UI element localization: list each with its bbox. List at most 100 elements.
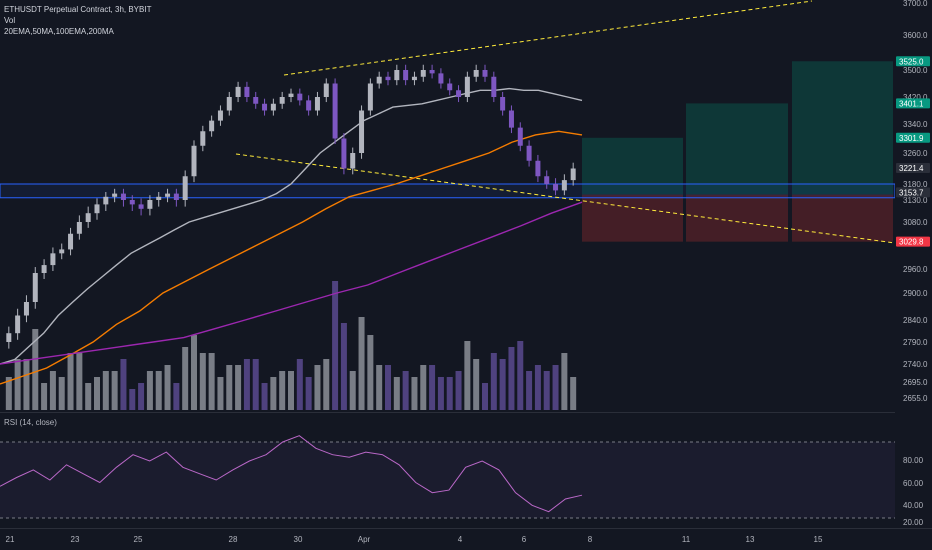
volume-legend[interactable]: Vol: [4, 16, 16, 25]
candle-body: [32, 273, 38, 302]
volume-bar: [490, 353, 497, 410]
volume-bar: [305, 377, 312, 410]
stop-loss-zone: [686, 194, 788, 242]
volume-bar: [49, 371, 56, 410]
time-tick-label: 28: [229, 535, 238, 544]
time-tick-label: 13: [746, 535, 755, 544]
volume-bar: [252, 359, 259, 410]
price-badge-label: 3221.4: [899, 164, 924, 173]
stop-loss-zone: [792, 194, 893, 242]
trend-lines[interactable]: [235, 0, 896, 244]
candle-body: [332, 83, 338, 139]
candle-body: [561, 180, 567, 191]
price-tick-label: 2960.0: [903, 265, 928, 274]
volume-bar: [482, 383, 488, 410]
price-axis[interactable]: 3700.0 3600.0 3500.0 3420.0 3340.0 3260.0 3180…: [895, 0, 932, 528]
volume-bar: [208, 353, 215, 410]
price-tick-label: 2840.0: [903, 316, 928, 325]
time-tick-label: 23: [71, 535, 80, 544]
lower-channel-line: [235, 153, 896, 244]
volume-bar: [570, 377, 577, 410]
volume-bar: [102, 371, 109, 410]
time-axis[interactable]: 21 23 25 28 30 Apr 4 6 8 11 13 15: [6, 535, 823, 544]
volume-bar: [85, 383, 92, 410]
volume-bar: [429, 365, 436, 410]
volume-bar: [235, 365, 242, 410]
take-profit-zone: [792, 61, 893, 195]
volume-bar: [41, 383, 48, 410]
ma-legend[interactable]: 20EMA,50MA,100EMA,200MA: [4, 27, 114, 36]
candle-body: [138, 204, 144, 209]
long-position-tool[interactable]: [582, 61, 893, 242]
candle-body: [420, 70, 426, 77]
volume-bar: [543, 371, 550, 410]
volume-bar: [243, 359, 250, 410]
volume-bar: [120, 359, 127, 410]
volume-bar: [129, 389, 136, 410]
candle-body: [526, 145, 532, 161]
candle-body: [156, 196, 162, 200]
volume-bar: [340, 323, 347, 410]
volume-bar: [67, 353, 74, 410]
time-tick-label: Apr: [358, 535, 371, 544]
volume-bar: [314, 365, 321, 410]
ema100-line: [0, 201, 583, 365]
symbol-title[interactable]: ETHUSDT Perpetual Contract, 3h, BYBIT: [4, 5, 152, 14]
candle-body: [447, 83, 453, 91]
candle-body: [482, 70, 488, 77]
volume-bar: [164, 365, 171, 410]
candle-body: [23, 302, 29, 316]
candlesticks: [6, 64, 576, 349]
volume-bar: [296, 359, 303, 410]
volume-bar: [552, 365, 559, 410]
candle-body: [359, 110, 365, 153]
rsi-band: [0, 442, 895, 518]
price-tick-label: 2790.0: [903, 338, 928, 347]
price-badges: 3525.0 3401.1 3301.9 3221.4 3153.7 3029.8: [896, 56, 930, 247]
volume-bar: [402, 371, 409, 410]
time-tick-label: 21: [6, 535, 15, 544]
volume-bar: [376, 365, 383, 410]
rsi-tick-label: 80.00: [903, 456, 924, 465]
candle-body: [341, 138, 347, 169]
candle-body: [94, 204, 100, 214]
rsi-tick-label: 40.00: [903, 501, 924, 510]
candle-body: [314, 97, 320, 111]
volume-bar: [182, 347, 189, 410]
volume-bar: [94, 377, 100, 410]
rsi-pane[interactable]: [0, 413, 932, 528]
candle-body: [182, 176, 188, 200]
candle-body: [147, 200, 153, 209]
candle-body: [500, 97, 506, 111]
volume-bar: [23, 359, 30, 410]
rsi-legend[interactable]: RSI (14, close): [4, 418, 57, 427]
candle-body: [173, 193, 179, 200]
price-tick-label: 3700.0: [903, 0, 928, 8]
candle-body: [517, 127, 523, 146]
volume-bar: [261, 383, 268, 410]
candle-body: [270, 103, 276, 111]
candle-body: [41, 265, 47, 273]
volume-bar: [191, 335, 197, 410]
price-tick-label: 3080.0: [903, 218, 928, 227]
candle-body: [376, 76, 382, 84]
price-tick-label: 3260.0: [903, 149, 928, 158]
candle-body: [226, 97, 232, 111]
price-badge: [896, 187, 930, 198]
candle-body: [59, 249, 65, 254]
candle-body: [200, 131, 206, 146]
candle-body: [217, 110, 223, 121]
support-zone-box[interactable]: [0, 183, 896, 199]
volume-bar: [385, 365, 391, 410]
price-axis-bg: [895, 0, 932, 528]
volume-bar: [111, 371, 118, 410]
volume-bar: [146, 371, 153, 410]
volume-bar: [464, 341, 471, 410]
ema20-line: [0, 87, 583, 365]
price-badge-label: 3029.8: [899, 238, 924, 247]
time-tick-label: 15: [814, 535, 823, 544]
zone-rect: [0, 183, 896, 199]
take-profit-zone: [582, 137, 683, 195]
volume-bar: [517, 341, 524, 410]
